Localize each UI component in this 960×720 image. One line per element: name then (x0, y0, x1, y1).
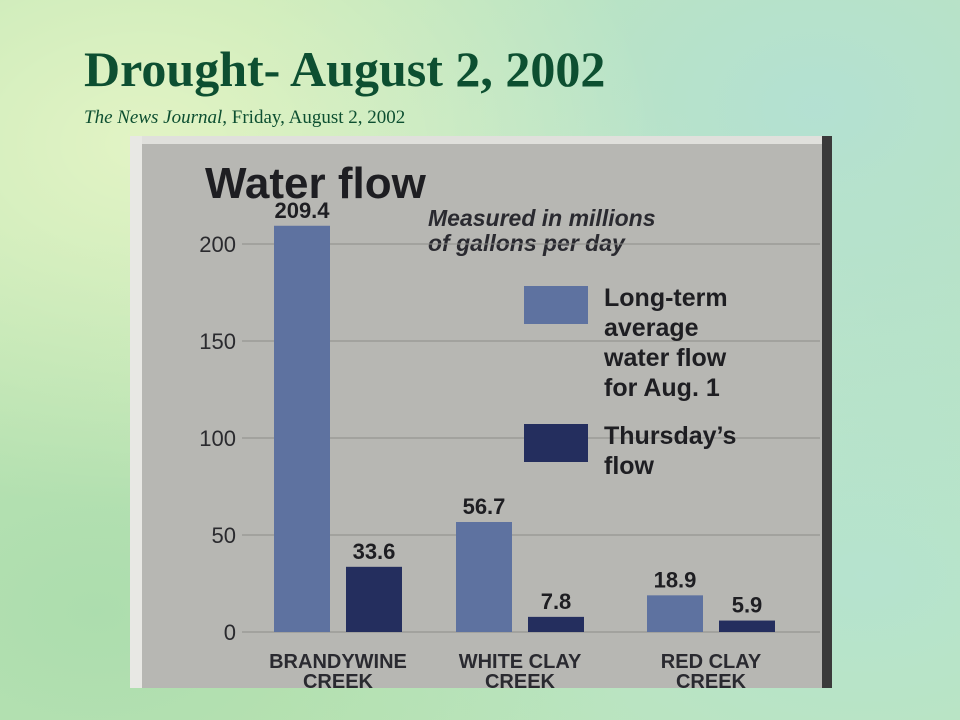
newspaper-clipping: Water flow Measured in millions of gallo… (130, 136, 832, 688)
y-tick-label-200: 200 (199, 232, 236, 257)
category-label-3-line-2: CREEK (676, 671, 747, 688)
legend-label-long-term-line-2: average (604, 314, 699, 342)
data-label-long-term-1: 209.4 (274, 198, 330, 223)
publication-date: , Friday, August 2, 2002 (222, 107, 406, 128)
bar-thursday-3 (719, 620, 775, 632)
bar-long-term-1 (274, 225, 330, 632)
data-label-thursday-1: 33.6 (353, 539, 396, 564)
legend-label-thursday-line-2: flow (604, 452, 655, 480)
bar-long-term-2 (456, 522, 512, 632)
chart-title: Water flow (205, 159, 427, 208)
legend-label-long-term-line-3: water flow (603, 344, 727, 372)
y-tick-label-50: 50 (212, 523, 236, 548)
bar-thursday-2 (528, 616, 584, 632)
legend-label-long-term-line-4: for Aug. 1 (604, 374, 720, 402)
category-label-2-line-2: CREEK (485, 671, 556, 688)
data-label-thursday-2: 7.8 (541, 589, 572, 614)
legend-swatch-thursday (524, 424, 588, 462)
slide-title: Drought- August 2, 2002 (84, 41, 606, 97)
chart-unit-line-2: of gallons per day (428, 230, 626, 256)
clipping-right-edge (822, 136, 832, 688)
y-tick-label-150: 150 (199, 329, 236, 354)
legend-label-long-term-line-1: Long-term (604, 284, 728, 312)
y-tick-label-100: 100 (199, 426, 236, 451)
category-label-3-line-1: RED CLAY (661, 651, 762, 673)
newspaper-name: The News Journal (84, 107, 223, 128)
data-label-thursday-3: 5.9 (732, 593, 763, 618)
legend-swatch-long-term (524, 286, 588, 324)
category-label-1-line-1: BRANDYWINE (269, 651, 407, 673)
category-label-2-line-1: WHITE CLAY (459, 651, 582, 673)
category-label-1-line-2: CREEK (303, 671, 374, 688)
clipping-left-edge (130, 136, 142, 688)
data-label-long-term-3: 18.9 (654, 567, 697, 592)
bar-thursday-1 (346, 566, 402, 632)
y-tick-label-0: 0 (224, 620, 236, 645)
slide-subtitle: The News Journal, Friday, August 2, 2002 (84, 107, 405, 129)
bar-long-term-3 (647, 595, 703, 632)
water-flow-chart: Water flow Measured in millions of gallo… (199, 159, 820, 688)
data-label-long-term-2: 56.7 (463, 494, 506, 519)
chart-unit-line-1: Measured in millions (428, 205, 656, 231)
clipping-top-edge (130, 136, 832, 144)
legend-label-thursday-line-1: Thursday’s (604, 422, 736, 450)
